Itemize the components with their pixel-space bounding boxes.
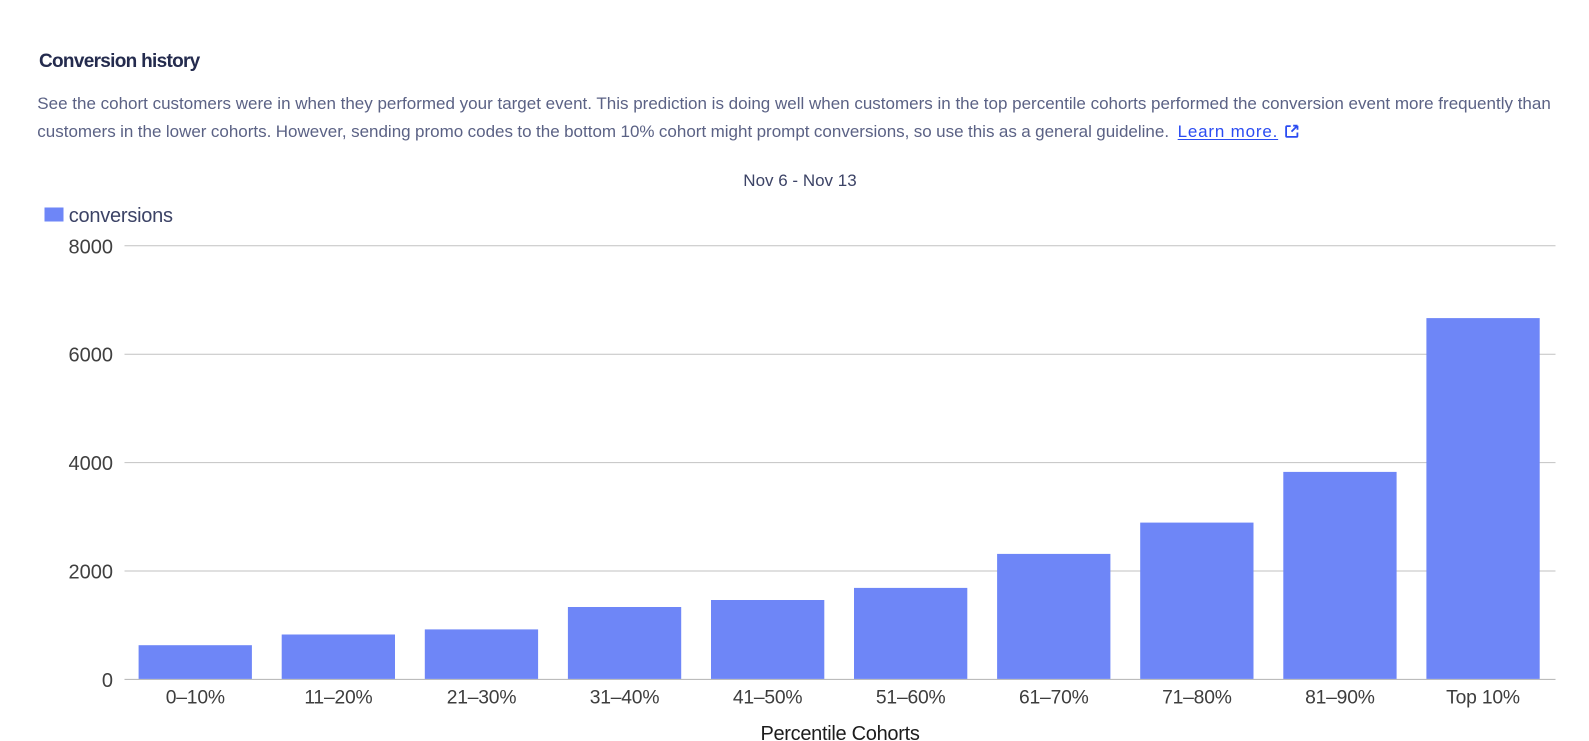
svg-text:4000: 4000 <box>69 453 114 475</box>
svg-text:2000: 2000 <box>69 562 114 584</box>
svg-text:31–40%: 31–40% <box>590 688 660 709</box>
svg-text:11–20%: 11–20% <box>304 688 372 709</box>
svg-text:Top 10%: Top 10% <box>1446 688 1520 709</box>
svg-text:71–80%: 71–80% <box>1162 688 1232 709</box>
svg-text:conversions: conversions <box>69 205 173 227</box>
svg-text:51–60%: 51–60% <box>876 688 946 709</box>
svg-text:61–70%: 61–70% <box>1019 688 1089 709</box>
svg-text:21–30%: 21–30% <box>447 688 517 709</box>
svg-text:Percentile Cohorts: Percentile Cohorts <box>760 723 919 741</box>
svg-text:41–50%: 41–50% <box>733 688 803 709</box>
svg-text:6000: 6000 <box>69 345 114 367</box>
svg-text:81–90%: 81–90% <box>1305 688 1375 709</box>
svg-text:Nov 6 - Nov 13: Nov 6 - Nov 13 <box>743 171 856 190</box>
svg-text:8000: 8000 <box>69 236 114 258</box>
svg-text:0–10%: 0–10% <box>166 688 225 709</box>
svg-text:0: 0 <box>102 670 113 692</box>
